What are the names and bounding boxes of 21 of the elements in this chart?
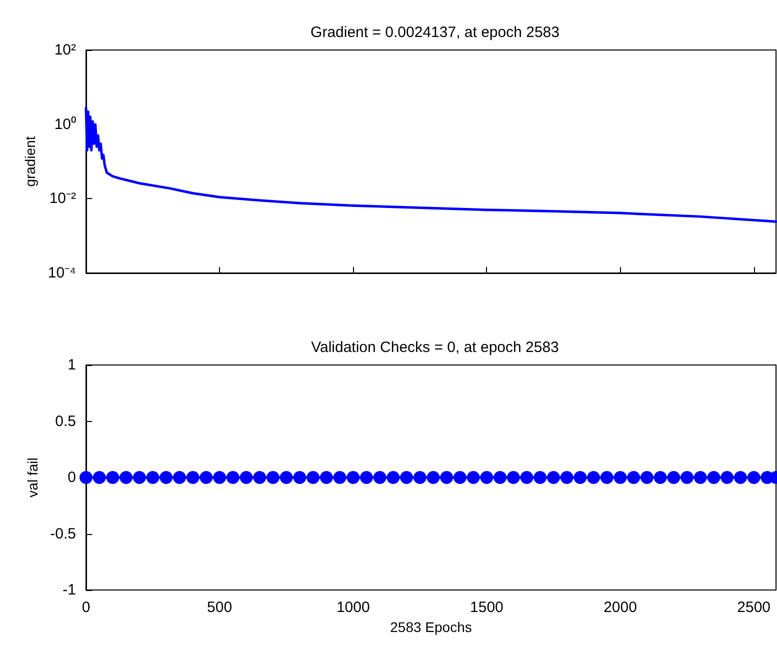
y-tick-label: 10⁻⁴ — [48, 264, 76, 282]
x-tick-label: 500 — [207, 599, 232, 616]
y-tick-label: -0.5 — [50, 525, 76, 542]
y-tick-label: 10⁰ — [54, 116, 76, 133]
chart-title: Gradient = 0.0024137, at epoch 2583 — [310, 24, 560, 41]
x-tick-label: 1500 — [470, 599, 504, 616]
y-axis-title: gradient — [22, 136, 38, 187]
y-tick-label: -1 — [62, 582, 76, 598]
line-series — [84, 106, 777, 223]
x-tick-label: 2500 — [737, 599, 771, 616]
x-axis-title: 2583 Epochs — [390, 618, 472, 635]
y-tick-label: 0.5 — [55, 412, 76, 430]
y-tick-label: 0 — [68, 469, 76, 486]
y-tick-label: 10² — [54, 42, 76, 58]
chart-title: Validation Checks = 0, at epoch 2583 — [311, 339, 559, 356]
y-tick-label: 10⁻² — [49, 190, 76, 208]
x-tick-label: 0 — [82, 599, 90, 616]
x-tick-label: 1000 — [336, 599, 370, 616]
y-tick-label: 1 — [68, 356, 76, 374]
y-axis-title: val fail — [24, 458, 40, 498]
x-tick-label: 2000 — [604, 599, 637, 616]
